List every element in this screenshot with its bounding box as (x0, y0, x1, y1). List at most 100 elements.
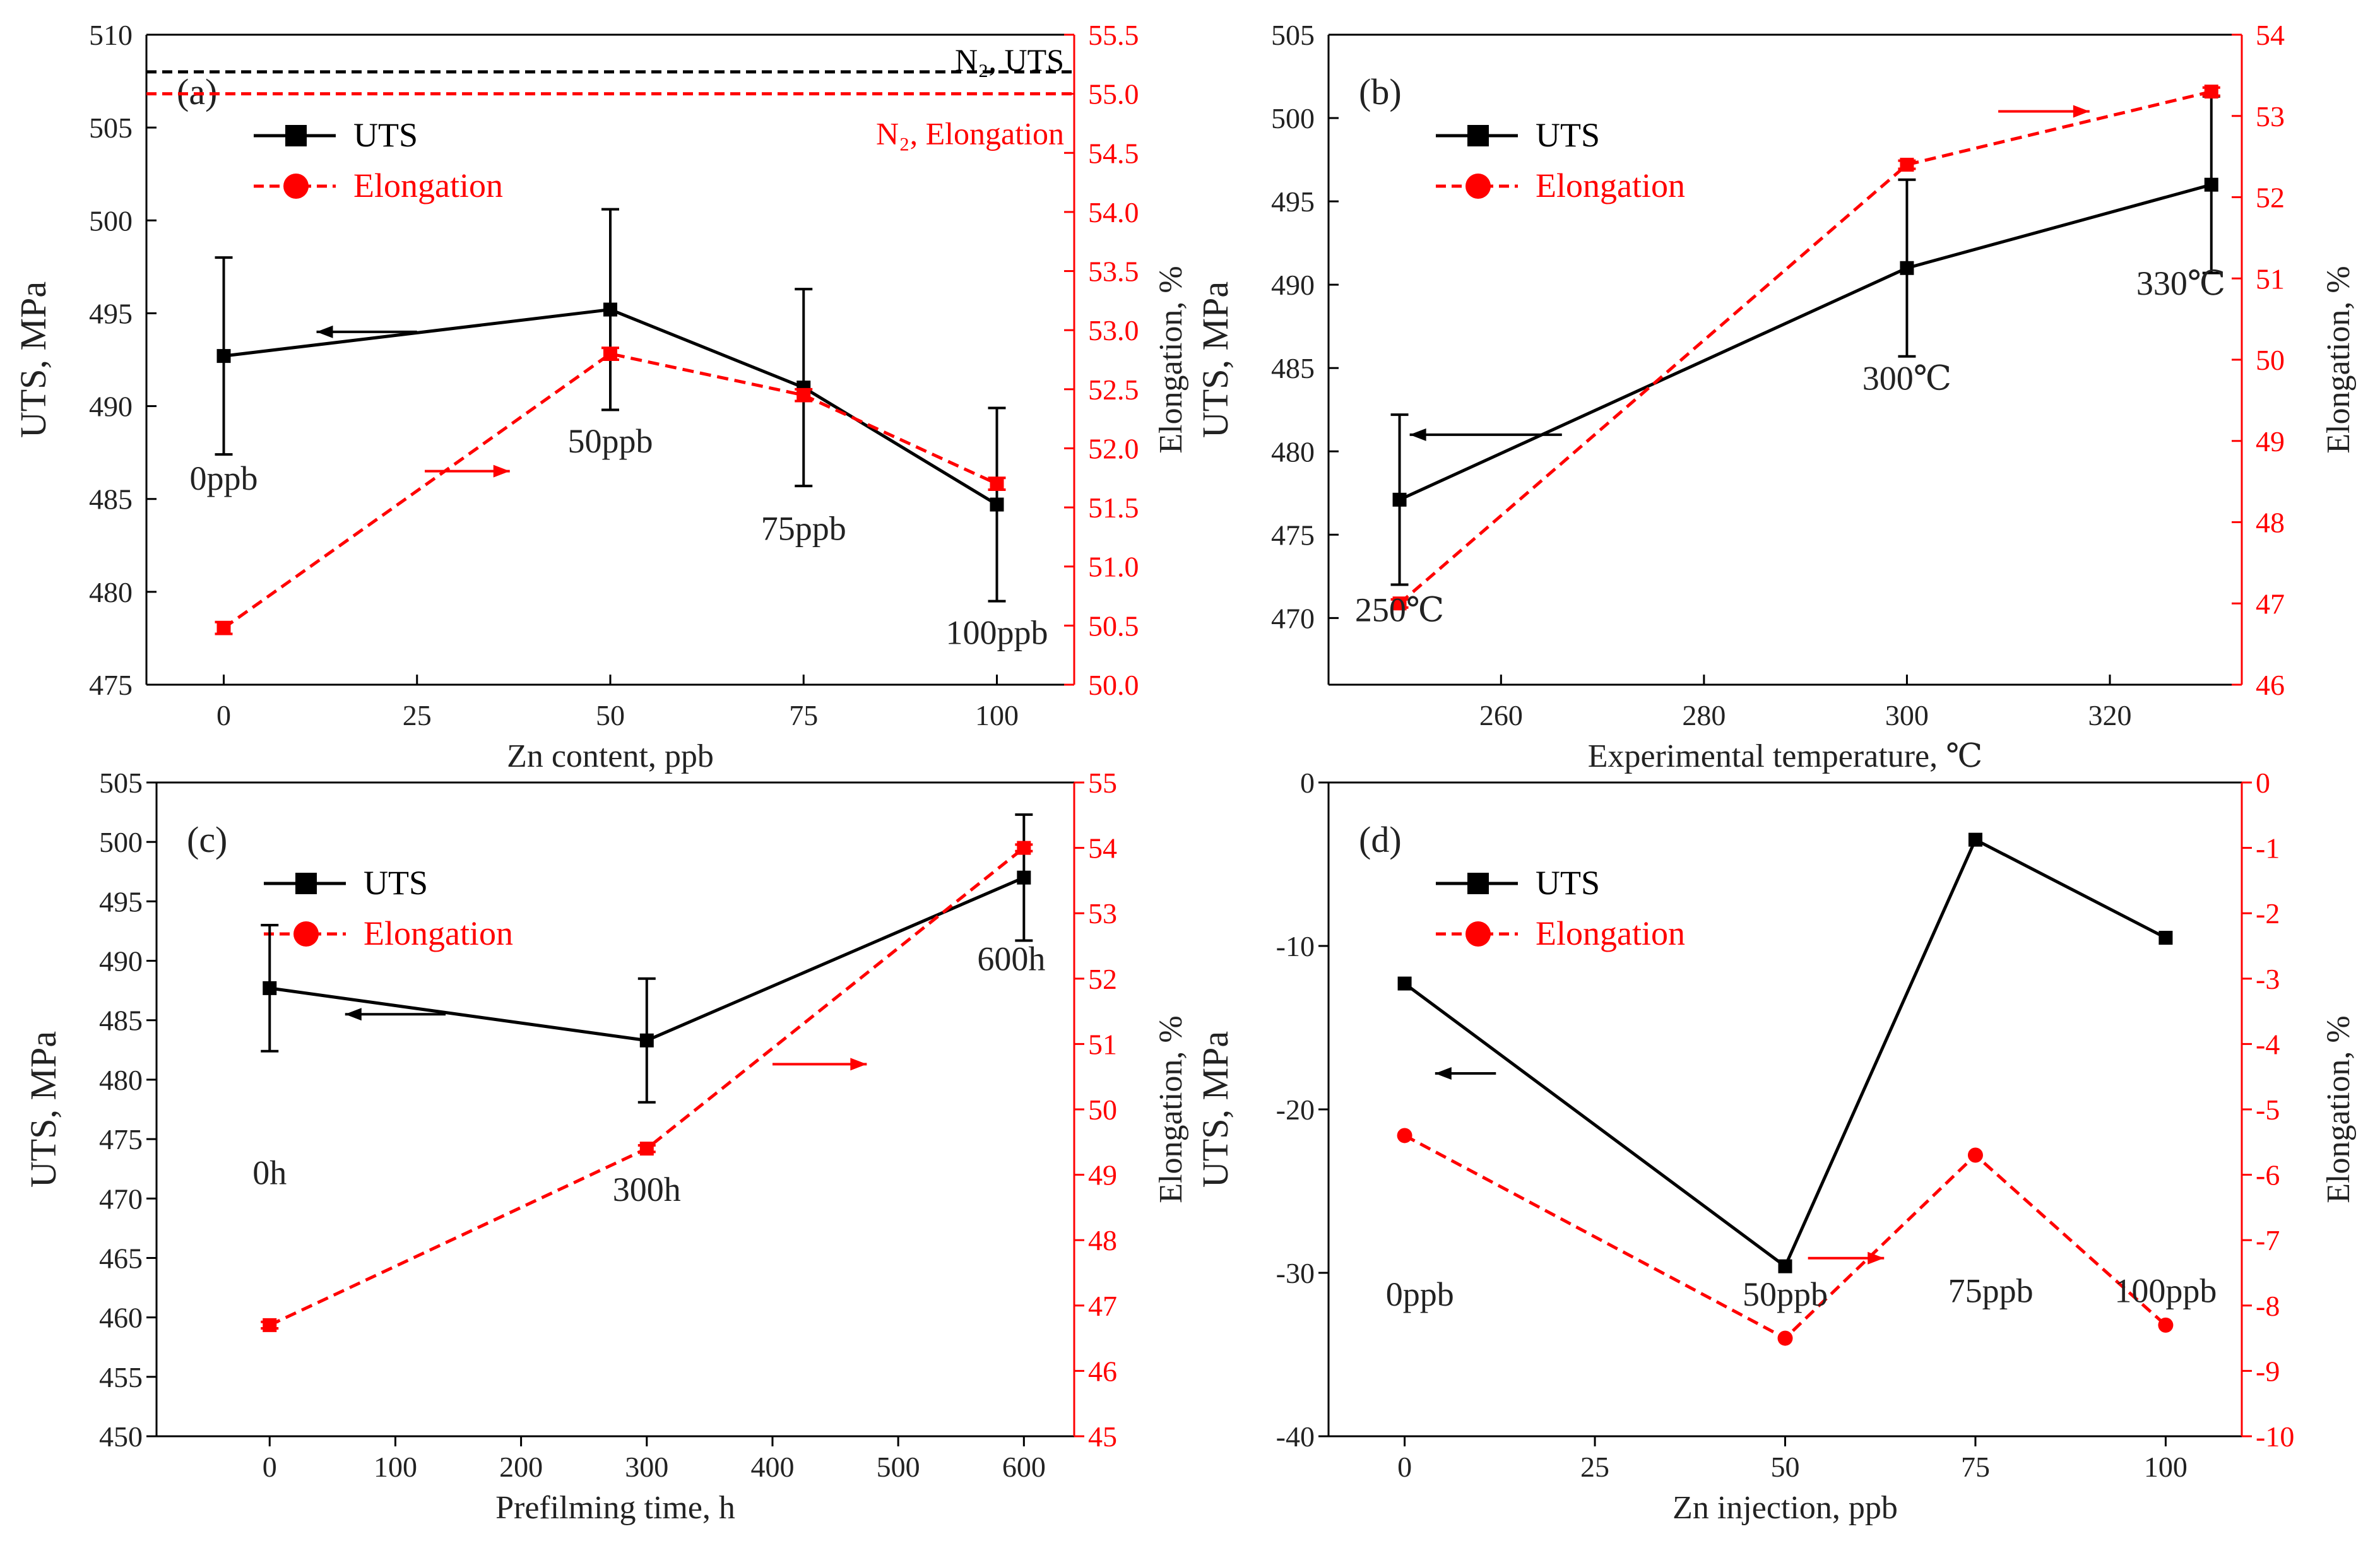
y-left-tick-label: 455 (99, 1361, 143, 1393)
point-annotation: 0ppb (1386, 1275, 1454, 1313)
reference-line-label: N₂, UTS (955, 42, 1064, 78)
y-right-tick-label: 55.0 (1088, 78, 1139, 110)
point-annotation: 600h (977, 940, 1045, 978)
y-right-tick-label: 49 (1088, 1159, 1117, 1191)
y-left-axis-label: UTS, MPa (1195, 281, 1236, 438)
y-left-tick-label: 485 (89, 483, 133, 516)
point-annotation: 50ppb (568, 422, 653, 460)
y-left-tick-label: 480 (1271, 435, 1315, 468)
y-left-tick-label: 510 (89, 19, 133, 51)
legend-elong-label: Elongation (353, 167, 503, 204)
uts-point (1778, 1259, 1792, 1273)
y-right-tick-label: 50.0 (1088, 669, 1139, 701)
y-left-tick-label: 480 (89, 576, 133, 608)
legend-uts-label: UTS (364, 864, 428, 902)
y-left-tick-label: 0 (1300, 767, 1315, 799)
y-right-tick-label: 55.5 (1088, 19, 1139, 51)
y-left-tick-label: 505 (1271, 19, 1315, 51)
y-right-tick-label: 53.5 (1088, 256, 1139, 288)
point-annotation: 100ppb (946, 613, 1048, 651)
point-annotation: 100ppb (2114, 1272, 2217, 1310)
x-axis-label: Zn content, ppb (507, 738, 714, 774)
axis-arrow-head (493, 464, 510, 478)
y-right-tick-label: 47 (2256, 588, 2285, 620)
y-right-tick-label: 49 (2256, 425, 2285, 458)
point-annotation: 75ppb (761, 509, 846, 547)
legend-elong-marker (1465, 921, 1491, 947)
uts-point (603, 302, 617, 317)
y-right-tick-label: 48 (2256, 507, 2285, 539)
x-tick-label: 50 (596, 699, 625, 731)
x-tick-label: 200 (499, 1451, 543, 1483)
panel-c: 0 100 200 300 400 500 600450455460465470475480… (23, 767, 1189, 1526)
y-right-tick-label: 46 (1088, 1355, 1117, 1387)
x-tick-label: 0 (1397, 1451, 1412, 1483)
y-right-tick-label: 52 (1088, 963, 1117, 995)
y-right-tick-label: 50 (1088, 1094, 1117, 1126)
y-right-tick-label: 50 (2256, 344, 2285, 376)
x-axis-label: Prefilming time, h (495, 1490, 735, 1526)
legend-elong-label: Elongation (1536, 914, 1685, 952)
y-right-tick-label: 51 (1088, 1028, 1117, 1060)
y-left-tick-label: 500 (89, 204, 133, 237)
legend-uts-marker (1467, 125, 1489, 146)
point-annotation: 0ppb (190, 459, 258, 497)
axis-arrow-head (1409, 428, 1426, 441)
y-right-tick-label: -7 (2256, 1224, 2280, 1256)
uts-point (990, 497, 1004, 512)
panel-label: (d) (1359, 819, 1402, 860)
axis-arrow-head (345, 1008, 362, 1021)
panel-label: (c) (187, 819, 227, 860)
y-right-tick-label: 54.0 (1088, 196, 1139, 228)
x-tick-label: 75 (1961, 1451, 1990, 1483)
x-tick-label: 600 (1002, 1451, 1046, 1483)
y-right-tick-label: 47 (1088, 1290, 1117, 1322)
y-right-tick-label: 53 (1088, 897, 1117, 930)
x-tick-label: 260 (1479, 699, 1523, 731)
legend-elong-marker (293, 921, 319, 947)
y-right-axis-label: Elongation, % (2321, 1015, 2357, 1203)
legend-uts-marker (285, 125, 307, 146)
x-tick-label: 280 (1682, 699, 1726, 731)
y-right-tick-label: 53.0 (1088, 314, 1139, 346)
elongation-point (263, 1318, 277, 1332)
y-left-tick-label: 490 (1271, 269, 1315, 301)
y-left-tick-label: -30 (1276, 1257, 1315, 1289)
axis-arrow-head (316, 325, 333, 338)
legend-uts-label: UTS (1536, 864, 1600, 902)
uts-point (263, 981, 277, 995)
x-tick-label: 300 (1885, 699, 1929, 731)
elongation-point (1777, 1330, 1793, 1346)
legend-elong-marker (283, 174, 309, 199)
axis-arrow-head (850, 1058, 867, 1071)
point-annotation: 0h (252, 1154, 287, 1192)
y-right-tick-label: -8 (2256, 1290, 2280, 1322)
y-right-tick-label: -2 (2256, 897, 2280, 930)
legend-uts-marker (295, 873, 317, 894)
y-right-tick-label: -10 (2256, 1420, 2294, 1453)
y-right-tick-label: 54 (1088, 832, 1117, 865)
x-axis-label: Zn injection, ppb (1673, 1490, 1898, 1526)
y-right-tick-label: 51.0 (1088, 551, 1139, 583)
y-right-tick-label: 0 (2256, 767, 2270, 799)
elongation-series-line (1404, 1134, 2167, 1340)
y-left-axis-label: UTS, MPa (1195, 1031, 1236, 1188)
y-left-tick-label: 495 (89, 297, 133, 329)
elongation-point (1967, 1147, 1983, 1163)
x-axis-label: Experimental temperature, ℃ (1588, 738, 1983, 774)
uts-point (1017, 870, 1031, 885)
y-right-tick-label: 54.5 (1088, 137, 1139, 169)
panel-b: 260 280 300 320 470 475 480 485 490 495 500 505 46 47… (1195, 19, 2357, 774)
panel-d: 0 25 50 75 100-40-30-20-100-10-9-8-7-6-5-4-3… (1195, 767, 2357, 1526)
point-annotation: 50ppb (1743, 1275, 1828, 1313)
y-left-tick-label: 495 (1271, 186, 1315, 218)
y-right-axis-label: Elongation, % (2321, 266, 2357, 454)
x-tick-label: 50 (1771, 1451, 1800, 1483)
elongation-point (990, 476, 1004, 491)
x-tick-label: 320 (2088, 699, 2131, 731)
y-right-tick-label: 48 (1088, 1224, 1117, 1256)
y-left-tick-label: 485 (99, 1005, 143, 1037)
x-tick-label: 25 (403, 699, 432, 731)
uts-point (2204, 177, 2218, 192)
